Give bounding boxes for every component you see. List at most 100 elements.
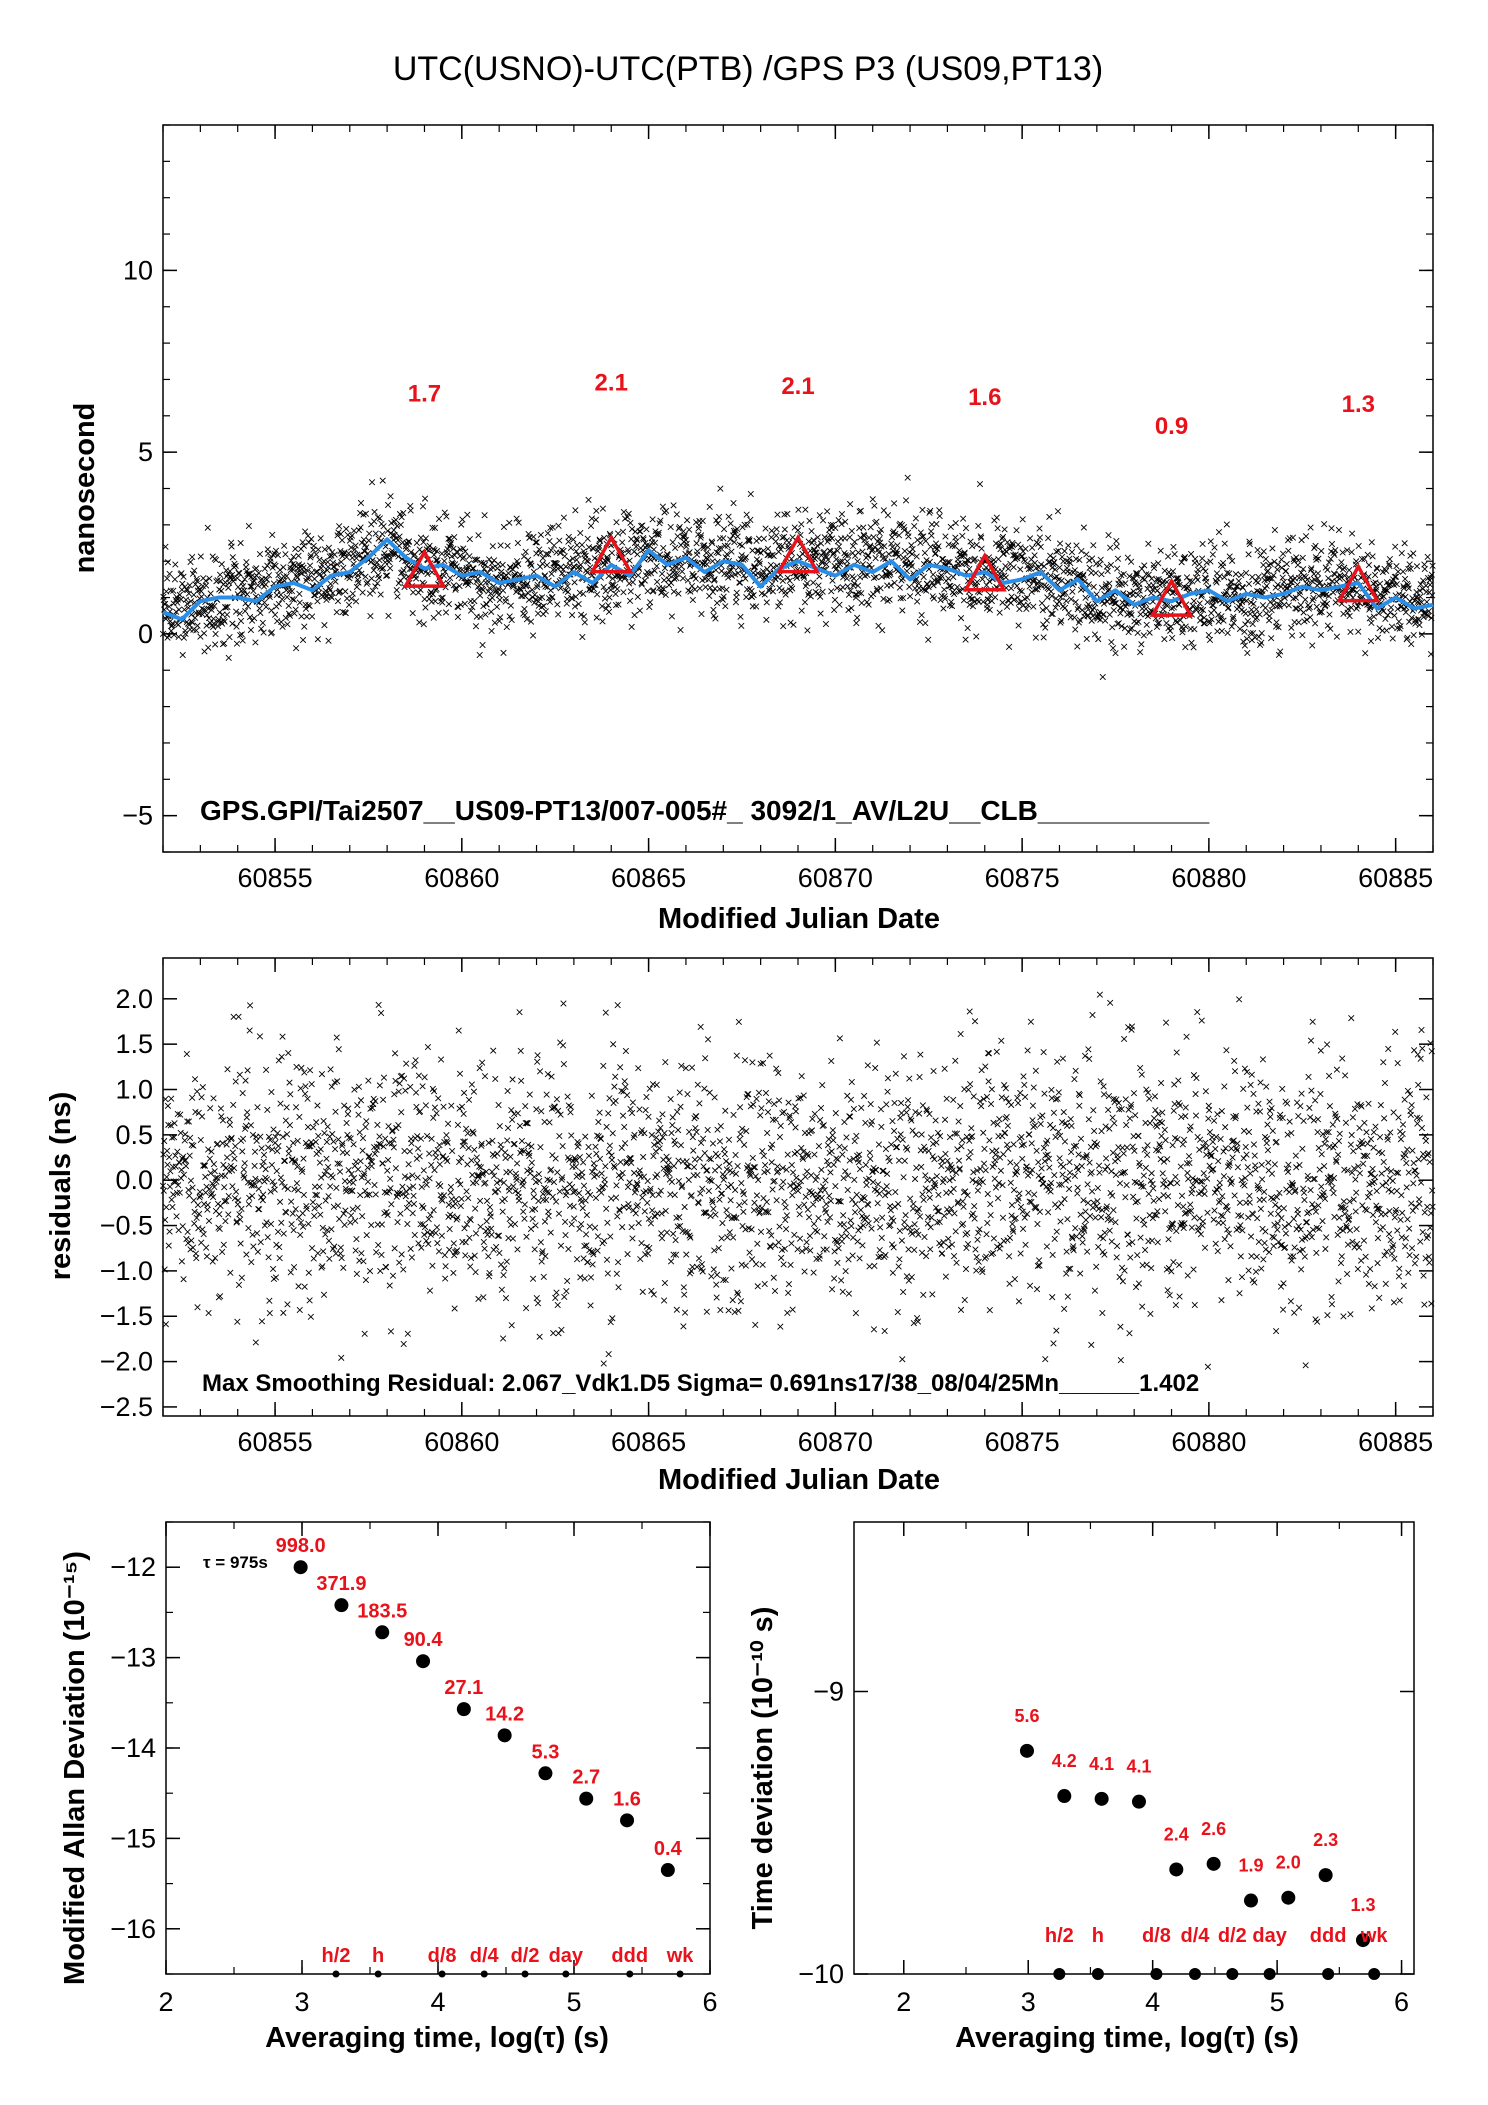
data-point [382, 572, 390, 579]
data-point [520, 553, 528, 560]
x-axis-label: Modified Julian Date [658, 903, 940, 935]
data-point [443, 513, 450, 520]
data-point [529, 632, 537, 639]
data-point [338, 558, 345, 566]
data-point [343, 554, 350, 561]
data-point [321, 546, 328, 553]
data-point [489, 543, 496, 550]
data-point [329, 589, 336, 597]
data-point [290, 553, 297, 560]
data-point [740, 572, 747, 579]
data-point [203, 622, 210, 629]
data-point [239, 583, 247, 590]
data-point [641, 577, 648, 584]
data-point [497, 542, 504, 549]
data-point [338, 537, 346, 544]
data-point [593, 507, 600, 514]
data-point [223, 611, 231, 618]
data-point [723, 586, 730, 593]
data-point [180, 573, 187, 580]
data-point [672, 564, 680, 571]
data-point [519, 593, 526, 600]
data-point [184, 600, 191, 607]
data-point [476, 651, 483, 659]
data-point [357, 524, 364, 531]
data-point [543, 562, 551, 569]
data-point [577, 561, 584, 569]
data-point [171, 576, 179, 583]
data-point [527, 618, 535, 625]
data-point [296, 599, 303, 606]
data-point [324, 558, 331, 566]
data-point [176, 591, 183, 598]
data-point [183, 586, 190, 593]
data-point [300, 542, 308, 549]
data-point [703, 561, 710, 568]
data-point [529, 586, 536, 593]
data-point [459, 516, 466, 523]
data-point [717, 485, 724, 492]
data-point [223, 567, 230, 574]
data-point [444, 552, 451, 559]
data-point [393, 586, 400, 594]
data-point [387, 565, 394, 572]
data-point [626, 580, 633, 587]
data-point [286, 587, 293, 595]
data-point [314, 636, 321, 643]
data-point [595, 544, 602, 552]
time-series-panel: 60855 60860 60865 60870 60875 60880 60885−5051… [69, 124, 1436, 935]
data-point [430, 614, 437, 621]
data-point [422, 535, 429, 542]
data-point [362, 573, 369, 580]
data-point [584, 535, 591, 542]
data-point [352, 542, 359, 549]
data-point [523, 616, 531, 623]
data-point [442, 568, 449, 575]
data-point [354, 551, 361, 558]
data-point [631, 611, 638, 619]
data-point [368, 479, 376, 486]
data-point [576, 589, 584, 596]
data-point [179, 651, 186, 659]
data-point [332, 578, 339, 585]
data-point [212, 641, 219, 648]
data-point [749, 547, 756, 554]
data-point [166, 603, 173, 610]
data-point [539, 560, 546, 567]
data-point [643, 526, 650, 533]
data-point [679, 575, 687, 582]
data-point [263, 576, 271, 583]
data-point [282, 614, 289, 621]
data-point [591, 555, 598, 562]
marker-value-label: 0.9 [1155, 413, 1188, 440]
data-point [716, 513, 723, 520]
data-point [743, 593, 750, 601]
data-point [584, 569, 591, 576]
data-point [193, 575, 200, 582]
data-point [212, 630, 219, 638]
data-point [575, 600, 582, 608]
data-point [278, 596, 286, 603]
data-point [713, 599, 721, 607]
data-point [619, 539, 626, 546]
x-tick-label: 60885 [1358, 863, 1433, 893]
data-point [288, 588, 296, 595]
data-point [556, 537, 563, 544]
data-point [422, 604, 429, 611]
data-point [605, 572, 612, 580]
data-point [369, 557, 376, 564]
data-point [634, 593, 641, 601]
data-point [486, 585, 493, 592]
data-point [651, 539, 659, 546]
data-point [305, 539, 312, 546]
data-point [472, 623, 480, 630]
data-point [576, 566, 583, 573]
data-point [201, 607, 209, 614]
data-point [742, 554, 749, 561]
data-point [312, 569, 319, 576]
data-point [699, 517, 706, 525]
data-point [637, 528, 644, 535]
data-point [205, 644, 212, 651]
data-point [674, 570, 681, 577]
data-point [531, 591, 538, 598]
